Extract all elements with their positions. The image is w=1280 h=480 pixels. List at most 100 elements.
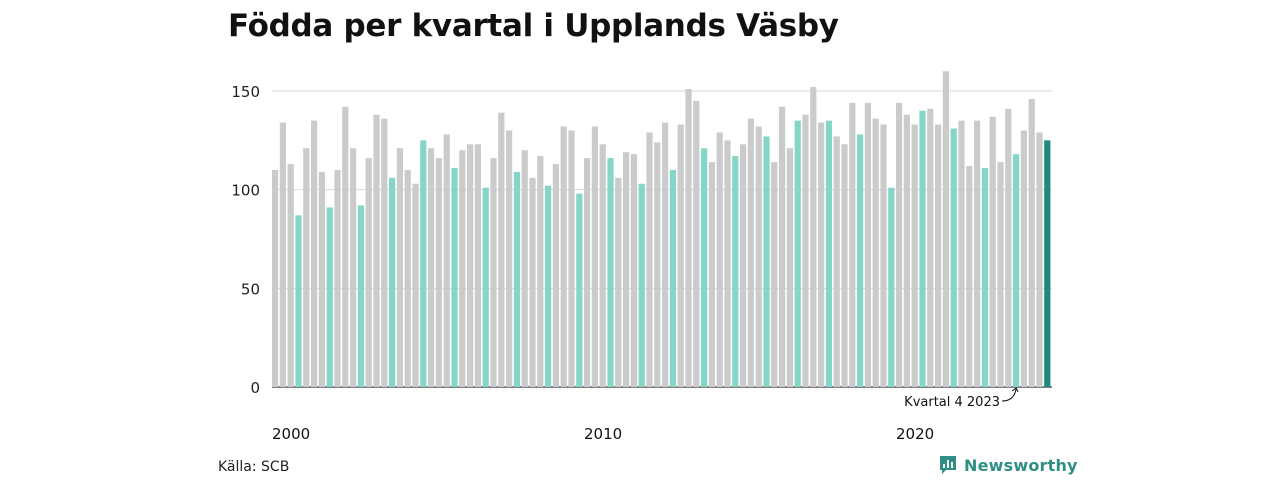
bar — [623, 152, 630, 387]
annotation-label: Kvartal 4 2023 — [904, 395, 1000, 410]
bar — [420, 140, 427, 387]
bar — [404, 169, 411, 387]
bar — [342, 106, 349, 387]
bar — [389, 177, 396, 387]
bar — [576, 193, 583, 387]
bar-chart: 0 50 100 150 2000 2010 2020 Kvartal 4 2023 — [231, 71, 1052, 443]
bar — [654, 142, 661, 387]
bar — [685, 89, 692, 387]
bar — [318, 171, 325, 387]
bar — [607, 158, 614, 387]
bar — [974, 120, 981, 387]
bar — [443, 134, 450, 387]
bar — [490, 158, 497, 387]
bar — [630, 154, 637, 387]
bar — [833, 136, 840, 387]
bar — [981, 167, 988, 387]
bar — [279, 122, 286, 387]
bar — [545, 185, 552, 387]
annotation: Kvartal 4 2023 — [904, 387, 1019, 410]
x-tick-label: 2000 — [272, 425, 310, 443]
bar — [755, 126, 762, 388]
bar — [537, 156, 544, 387]
bar — [825, 120, 832, 387]
bar — [786, 148, 793, 387]
bar — [474, 144, 481, 387]
bar — [350, 148, 357, 387]
bar — [506, 130, 513, 387]
bar — [482, 187, 489, 387]
bar — [989, 116, 996, 388]
bar — [1036, 132, 1043, 387]
bar — [708, 162, 715, 387]
annotation-arrowhead — [1011, 387, 1019, 393]
bar — [950, 128, 957, 387]
bar — [529, 177, 536, 387]
bar — [849, 102, 856, 387]
bar — [295, 215, 302, 387]
bar — [1005, 108, 1012, 387]
bar — [467, 144, 474, 387]
bar — [740, 144, 747, 387]
bar — [560, 126, 567, 388]
brand[interactable]: Newsworthy — [938, 455, 1078, 475]
x-axis: 2000 2010 2020 — [272, 425, 934, 443]
bar — [997, 162, 1004, 387]
bar — [818, 122, 825, 387]
x-tick-label: 2010 — [584, 425, 622, 443]
y-tick-label: 50 — [241, 280, 260, 298]
bar — [810, 87, 817, 387]
bar — [365, 158, 372, 387]
bar — [857, 134, 864, 387]
bar — [459, 150, 466, 387]
bar — [311, 120, 318, 387]
bar — [716, 132, 723, 387]
bar — [513, 171, 520, 387]
bar — [763, 136, 770, 387]
y-tick-label: 150 — [231, 83, 260, 101]
bar — [334, 169, 341, 387]
bar — [872, 118, 879, 388]
bar — [802, 114, 809, 388]
bar — [896, 102, 903, 387]
bar — [1044, 140, 1051, 387]
bar — [864, 102, 871, 387]
bar — [771, 162, 778, 387]
bar — [701, 148, 708, 387]
bar — [396, 148, 403, 387]
bar — [927, 108, 934, 387]
bar — [326, 207, 333, 387]
bar — [779, 106, 786, 387]
y-tick-label: 0 — [250, 379, 260, 397]
bar — [615, 177, 622, 387]
bar — [638, 183, 645, 387]
bar — [521, 150, 528, 387]
brand-name: Newsworthy — [964, 455, 1078, 475]
chart-title: Födda per kvartal i Upplands Väsby — [228, 8, 839, 44]
bar — [732, 156, 739, 387]
bar — [903, 114, 910, 388]
bar — [428, 148, 435, 387]
bar — [357, 205, 364, 387]
bar — [1013, 154, 1020, 387]
bar — [412, 183, 419, 387]
bar — [381, 118, 388, 388]
newsworthy-logo-icon — [940, 456, 956, 474]
bar — [646, 132, 653, 387]
bar — [669, 169, 676, 387]
bar — [552, 164, 559, 387]
bar — [747, 118, 754, 388]
bar — [693, 100, 700, 387]
bar — [911, 124, 918, 388]
bar — [435, 158, 442, 387]
bar — [935, 124, 942, 388]
annotation-arrow — [1001, 388, 1017, 402]
bar — [287, 164, 294, 387]
bar — [451, 167, 458, 387]
x-tick-label: 2020 — [896, 425, 934, 443]
bar — [919, 110, 926, 387]
bar — [1028, 98, 1035, 387]
bar — [568, 130, 575, 387]
source-note: Källa: SCB — [218, 459, 290, 475]
bar — [888, 187, 895, 387]
